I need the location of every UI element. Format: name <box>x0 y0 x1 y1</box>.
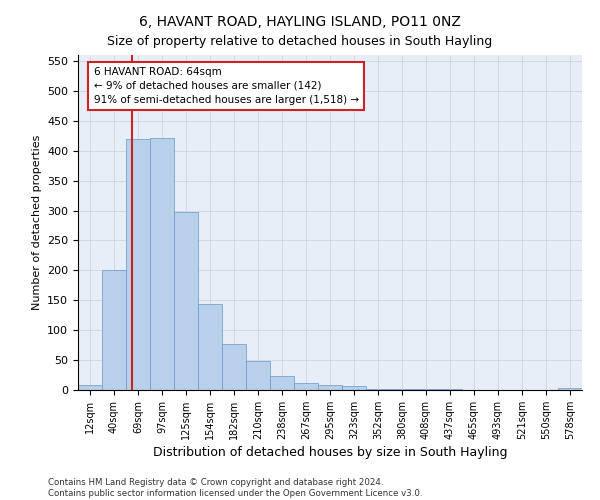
Bar <box>126 138 150 390</box>
Bar <box>198 304 222 390</box>
Bar <box>342 386 366 390</box>
Bar <box>558 388 582 390</box>
Text: 6 HAVANT ROAD: 64sqm
← 9% of detached houses are smaller (142)
91% of semi-detac: 6 HAVANT ROAD: 64sqm ← 9% of detached ho… <box>94 67 359 105</box>
Y-axis label: Number of detached properties: Number of detached properties <box>32 135 41 310</box>
Text: Size of property relative to detached houses in South Hayling: Size of property relative to detached ho… <box>107 35 493 48</box>
Bar <box>246 362 270 390</box>
Bar <box>318 385 342 390</box>
Bar <box>102 270 126 390</box>
Bar <box>78 385 102 390</box>
Bar <box>366 389 390 390</box>
Bar <box>150 138 174 390</box>
Bar <box>270 376 294 390</box>
Bar <box>390 389 414 390</box>
Bar <box>222 344 246 390</box>
Text: 6, HAVANT ROAD, HAYLING ISLAND, PO11 0NZ: 6, HAVANT ROAD, HAYLING ISLAND, PO11 0NZ <box>139 15 461 29</box>
Bar <box>294 384 318 390</box>
X-axis label: Distribution of detached houses by size in South Hayling: Distribution of detached houses by size … <box>153 446 507 459</box>
Text: Contains HM Land Registry data © Crown copyright and database right 2024.
Contai: Contains HM Land Registry data © Crown c… <box>48 478 422 498</box>
Bar <box>174 212 198 390</box>
